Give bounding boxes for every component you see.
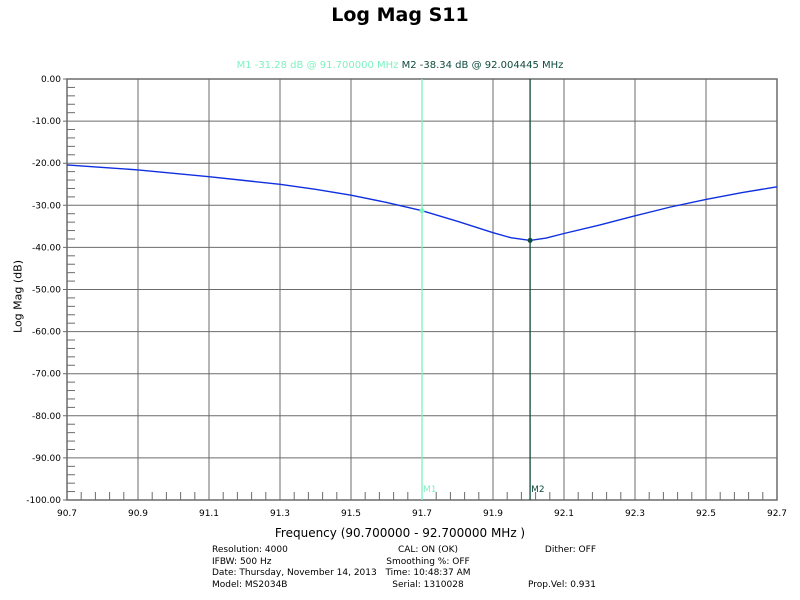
marker-m2-readout: M2 -38.34 dB @ 92.004445 MHz bbox=[401, 60, 564, 71]
x-tick-label: 90.9 bbox=[128, 509, 148, 519]
y-tick-label: -60.00 bbox=[32, 328, 61, 338]
x-tick-label: 92.7 bbox=[767, 509, 787, 519]
info-right: Dither: OFF Prop.Vel: 0.931 bbox=[500, 545, 596, 591]
x-tick-label: 91.3 bbox=[270, 509, 290, 519]
dither-text: Dither: OFF bbox=[544, 545, 596, 555]
y-tick-label: -30.00 bbox=[32, 201, 61, 211]
y-tick-label: -40.00 bbox=[32, 243, 61, 253]
y-tick-label: -10.00 bbox=[32, 117, 61, 127]
propvel-text: Prop.Vel: 0.931 bbox=[527, 579, 596, 590]
chart-title: Log Mag S11 bbox=[331, 4, 469, 26]
x-tick-label: 91.5 bbox=[341, 509, 361, 519]
marker-label-m1: M1 bbox=[423, 485, 437, 495]
y-tick-label: -70.00 bbox=[32, 370, 61, 380]
y-tick-label: -80.00 bbox=[32, 412, 61, 422]
marker-m1-readout: M1 -31.28 dB @ 91.700000 MHz bbox=[236, 60, 399, 71]
serial-text: Serial: 1310028 bbox=[392, 579, 464, 590]
marker-label-m2: M2 bbox=[531, 485, 545, 495]
smoothing-text: Smoothing %: OFF bbox=[386, 556, 470, 567]
date-text: Date: Thursday, November 14, 2013 bbox=[212, 568, 377, 578]
x-tick-label: 91.9 bbox=[483, 509, 503, 519]
marker-point-m1 bbox=[419, 208, 425, 214]
marker-readout: M1 -31.28 dB @ 91.700000 MHz M2 -38.34 d… bbox=[0, 60, 800, 71]
y-tick-label: -50.00 bbox=[32, 286, 61, 296]
model-text: Model: MS2034B bbox=[212, 579, 288, 590]
x-axis-label: Frequency (90.700000 - 92.700000 MHz ) bbox=[274, 526, 526, 540]
x-tick-label: 92.5 bbox=[696, 509, 716, 519]
y-tick-label: -100.00 bbox=[26, 496, 61, 506]
ifbw-text: IFBW: 500 Hz bbox=[212, 556, 272, 567]
y-tick-label: 0.00 bbox=[41, 75, 61, 85]
x-tick-label: 91.1 bbox=[199, 509, 219, 519]
trace-line bbox=[66, 164, 778, 242]
time-text: Time: 10:48:37 AM bbox=[385, 568, 471, 578]
cal-text: CAL: ON (OK) bbox=[397, 545, 459, 555]
x-tick-label: 92.3 bbox=[625, 509, 645, 519]
x-tick-label: 90.7 bbox=[57, 509, 77, 519]
info-center: CAL: ON (OK) Smoothing %: OFF Time: 10:4… bbox=[378, 545, 478, 591]
y-tick-label: -20.00 bbox=[32, 159, 61, 169]
y-axis-label: Log Mag (dB) bbox=[11, 260, 25, 333]
info-left: Resolution: 4000 IFBW: 500 Hz Date: Thur… bbox=[212, 545, 377, 591]
marker-point-m2 bbox=[527, 237, 533, 243]
x-tick-label: 91.7 bbox=[412, 509, 432, 519]
resolution-text: Resolution: 4000 bbox=[212, 545, 288, 555]
y-tick-label: -90.00 bbox=[32, 454, 61, 464]
x-tick-label: 92.1 bbox=[554, 509, 574, 519]
